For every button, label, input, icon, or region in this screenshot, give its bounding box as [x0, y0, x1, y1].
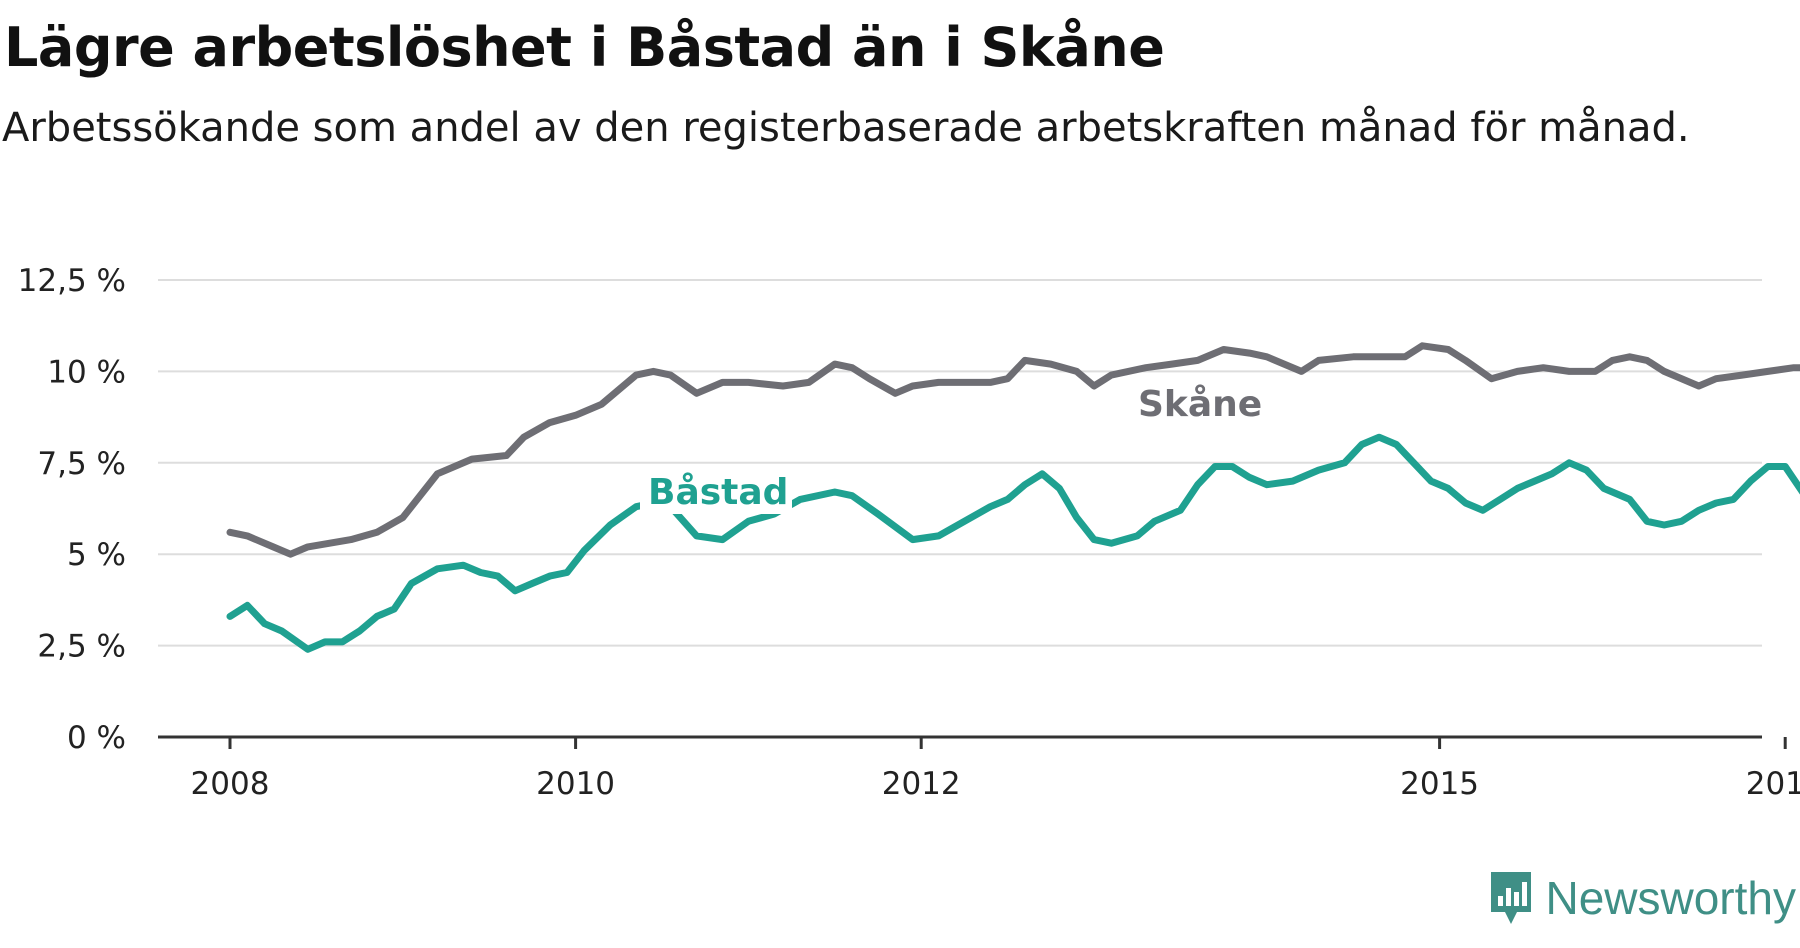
x-tick-label: 2008 — [191, 766, 270, 802]
gridlines — [158, 279, 1762, 647]
series-line-båstad — [226, 433, 1800, 653]
x-axis-ticks — [228, 737, 1787, 749]
series-lines — [226, 342, 1800, 653]
x-tick-label: 2010 — [536, 766, 615, 802]
chart-title: Lägre arbetslöshet i Båstad än i Skåne — [4, 16, 1165, 79]
x-tick-label: 2015 — [1400, 766, 1479, 802]
series-line-skåne — [226, 342, 1800, 558]
newsworthy-logo-icon — [1491, 872, 1532, 924]
y-tick-label: 2,5 % — [37, 629, 126, 665]
brand-name: Newsworthy — [1545, 872, 1796, 924]
x-axis-labels: 20082010201220152017202020222024 — [191, 766, 1800, 802]
y-tick-label: 12,5 % — [18, 263, 126, 299]
y-tick-label: 5 % — [67, 537, 126, 573]
y-tick-label: 10 % — [47, 354, 126, 390]
x-tick-label: 2012 — [882, 766, 961, 802]
series-label-skåne: Skåne — [1138, 384, 1262, 425]
chart-subtitle: Arbetssökande som andel av den registerb… — [2, 105, 1690, 151]
x-tick-label: 2017 — [1746, 766, 1800, 802]
y-axis-labels: 0 % 2,5 % 5 % 7,5 % 10 % 12,5 % — [18, 263, 126, 756]
series-labels: Skåne Båstad — [640, 380, 1268, 514]
y-tick-label: 0 % — [67, 720, 126, 756]
label-background — [640, 466, 792, 514]
newsworthy-logo: Newsworthy — [1487, 848, 1796, 948]
y-tick-label: 7,5 % — [37, 446, 126, 482]
series-label-båstad: Båstad — [648, 472, 788, 513]
label-background — [1128, 380, 1268, 428]
